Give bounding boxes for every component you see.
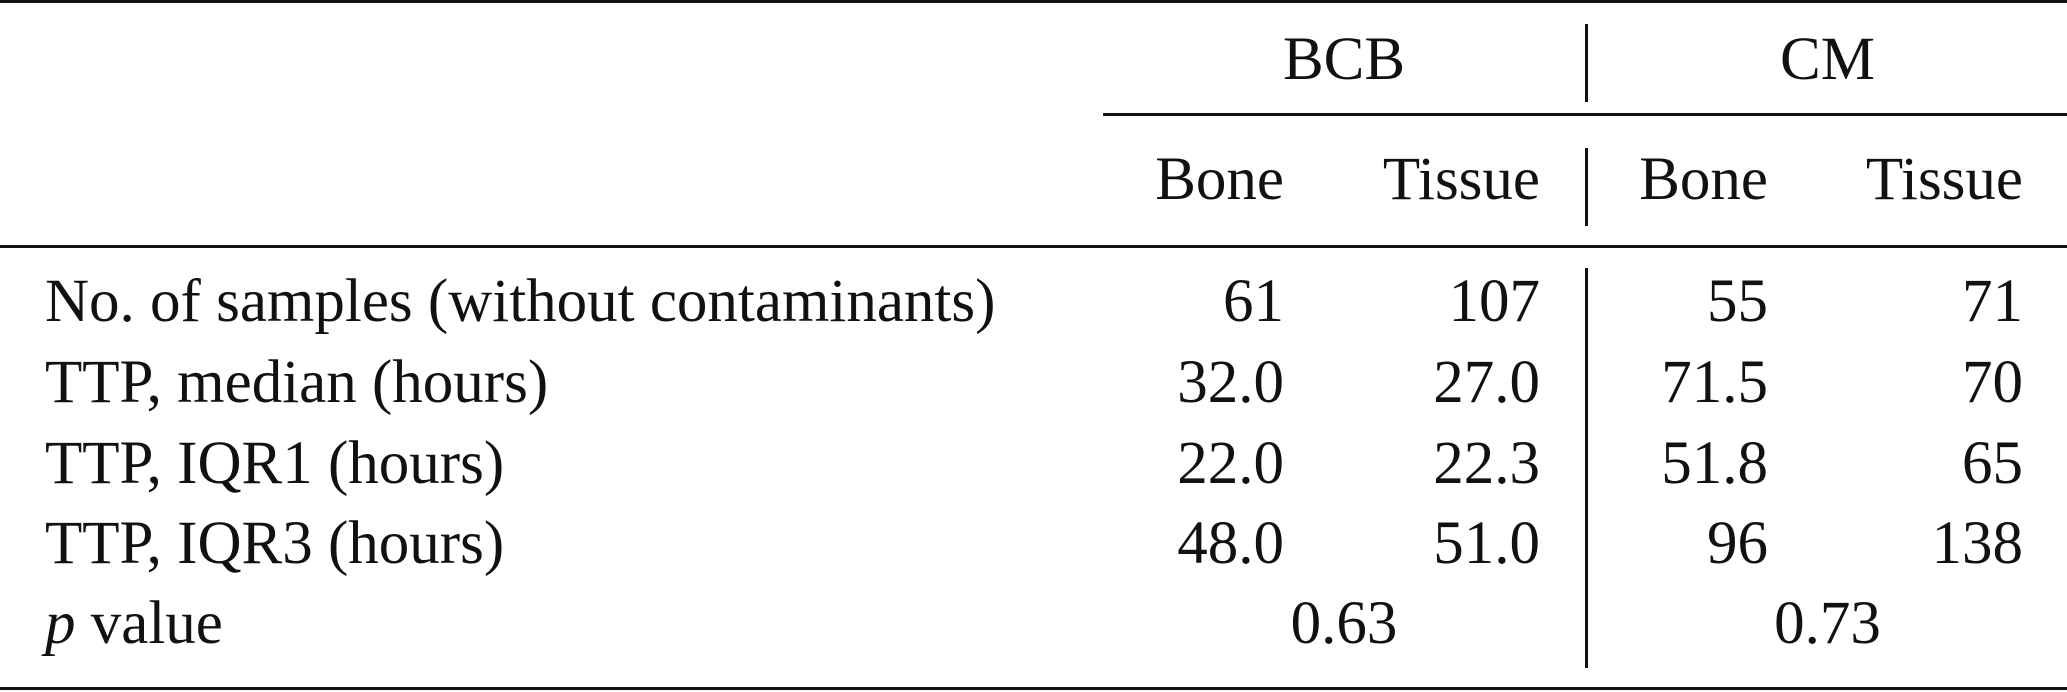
row-label-iqr3: TTP, IQR3 (hours) (45, 510, 505, 577)
bottom-rule (0, 687, 2067, 690)
subheader-bcb-bone: Bone (1155, 146, 1284, 213)
cell-pvalue-bcb: 0.63 (1290, 590, 1398, 657)
cell-iqr3-bcb-bone: 48.0 (1177, 510, 1284, 577)
subheader-bcb-tissue: Tissue (1382, 146, 1540, 213)
cell-pvalue-cm: 0.73 (1774, 590, 1881, 657)
group-header-rule (1103, 113, 2067, 116)
subheader-cm-tissue: Tissue (1865, 146, 2023, 213)
cell-median-cm-bone: 71.5 (1661, 349, 1768, 416)
subheader-cm-bone: Bone (1639, 146, 1768, 213)
cell-iqr1-bcb-bone: 22.0 (1177, 430, 1284, 497)
row-label-samples: No. of samples (without contaminants) (45, 268, 996, 335)
pvalue-italic-p: p (45, 590, 76, 657)
cell-samples-bcb-tissue: 107 (1448, 268, 1541, 335)
group-header-cm: CM (1780, 26, 1875, 93)
cell-samples-bcb-bone: 61 (1223, 268, 1284, 335)
cell-iqr1-cm-tissue: 65 (1962, 430, 2023, 497)
cell-median-bcb-bone: 32.0 (1177, 349, 1284, 416)
group-separator-top (1585, 24, 1588, 102)
cell-samples-cm-tissue: 71 (1962, 268, 2023, 335)
cell-iqr3-cm-tissue: 138 (1931, 510, 2024, 577)
cell-median-bcb-tissue: 27.0 (1433, 349, 1540, 416)
top-rule (0, 0, 2067, 3)
group-header-bcb: BCB (1282, 26, 1406, 93)
cell-iqr1-cm-bone: 51.8 (1661, 430, 1768, 497)
pvalue-label-rest: value (75, 590, 223, 657)
cell-iqr1-bcb-tissue: 22.3 (1433, 430, 1540, 497)
cell-iqr3-cm-bone: 96 (1707, 510, 1768, 577)
group-separator-subheader (1585, 148, 1588, 226)
header-rule (0, 245, 2067, 248)
row-label-iqr1: TTP, IQR1 (hours) (45, 430, 505, 497)
row-label-median: TTP, median (hours) (45, 349, 549, 416)
cell-samples-cm-bone: 55 (1707, 268, 1768, 335)
cell-iqr3-bcb-tissue: 51.0 (1433, 510, 1540, 577)
row-label-pvalue: p value (45, 588, 223, 660)
group-separator-body (1585, 268, 1588, 668)
cell-median-cm-tissue: 70 (1962, 349, 2023, 416)
